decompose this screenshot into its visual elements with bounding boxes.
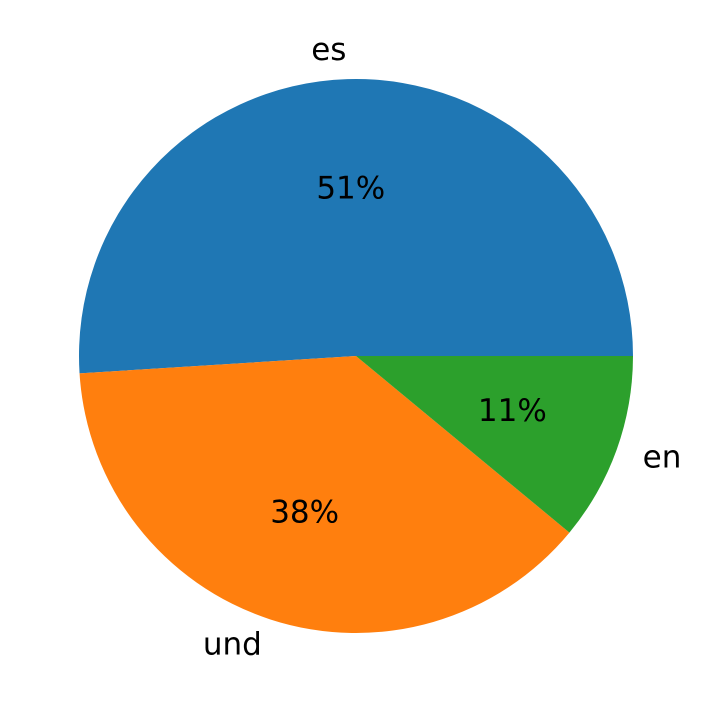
pie-slice xyxy=(79,356,570,633)
slice-label: und xyxy=(203,626,262,662)
slice-label: en xyxy=(643,440,682,476)
value-label: 11% xyxy=(478,393,547,429)
value-label: 51% xyxy=(316,170,385,206)
pie-slice xyxy=(78,78,634,374)
pie-slice xyxy=(356,356,633,533)
slice-label: es xyxy=(311,32,346,68)
value-label: 38% xyxy=(270,495,339,531)
